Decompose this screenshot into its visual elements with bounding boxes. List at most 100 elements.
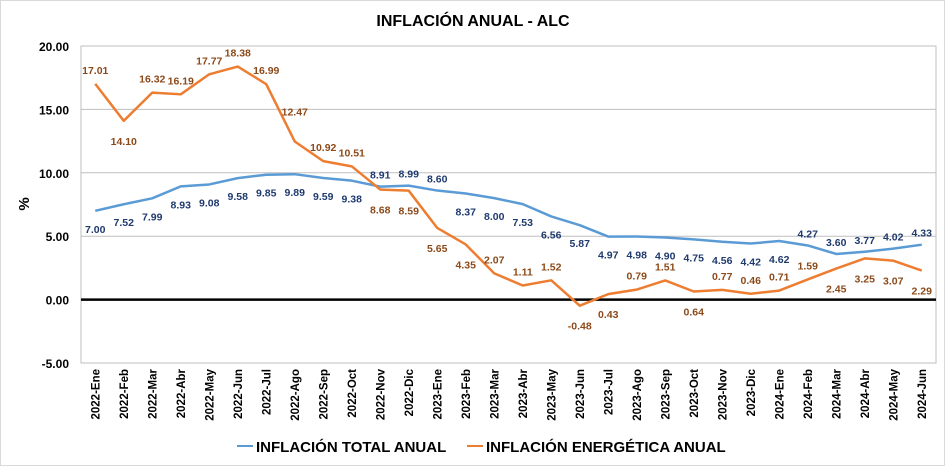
data-label: 4.35 — [456, 259, 477, 271]
data-label: 2.45 — [826, 284, 847, 296]
x-tick-label: 2023-Ago — [632, 369, 644, 421]
x-tick-label: 2023-Sep — [660, 369, 672, 420]
x-tick-label: 2022-Ene — [90, 369, 102, 420]
data-label: 3.60 — [826, 237, 847, 249]
data-label: 7.99 — [142, 211, 163, 223]
data-label: 18.38 — [225, 48, 251, 60]
data-label: 3.07 — [883, 276, 904, 288]
x-tick-label: 2022-Ago — [290, 369, 302, 421]
y-tick-labels: -5.00 0.00 5.00 10.00 15.00 20.00 — [39, 40, 69, 371]
data-label: 9.58 — [228, 191, 249, 203]
data-label: 4.56 — [712, 255, 733, 267]
data-label: 7.53 — [513, 217, 534, 229]
data-label: 0.43 — [598, 309, 619, 321]
data-labels: 7.00 7.52 7.99 8.93 9.08 9.58 9.85 9.89 9.59 9.38… — [82, 48, 932, 333]
data-label: 16.19 — [168, 75, 194, 87]
data-label: 3.25 — [855, 273, 876, 285]
data-label: 8.99 — [399, 169, 420, 181]
y-tick-label: 20.00 — [39, 40, 69, 54]
x-tick-label: 2023-Jun — [575, 369, 587, 419]
legend: INFLACIÓN TOTAL ANUAL INFLACIÓN ENERGÉTIC… — [237, 438, 726, 456]
data-label: 4.27 — [798, 228, 819, 240]
data-label: 9.59 — [313, 191, 334, 203]
x-tick-label: 2022-Jun — [233, 369, 245, 419]
data-label: 17.01 — [82, 65, 108, 77]
x-tick-label: 2024-Jun — [917, 369, 929, 419]
x-tick-label: 2022-Nov — [375, 368, 387, 420]
legend-item: INFLACIÓN ENERGÉTICA ANUAL — [467, 438, 726, 456]
data-label: 3.77 — [855, 235, 876, 247]
data-label: 17.77 — [196, 55, 222, 67]
data-label: 8.93 — [171, 199, 192, 211]
data-label: 8.37 — [456, 206, 477, 218]
x-tick-label: 2022-Feb — [119, 369, 131, 419]
y-tick-label: 15.00 — [39, 103, 69, 117]
data-label: -0.48 — [568, 321, 592, 333]
x-tick-label: 2022-Mar — [147, 368, 159, 418]
data-label: 10.51 — [339, 147, 365, 159]
data-label: 8.00 — [484, 211, 505, 223]
data-label: 5.87 — [570, 238, 591, 250]
data-label: 14.10 — [111, 136, 137, 148]
x-tick-label: 2023-Dic — [746, 368, 758, 416]
x-tick-label: 2024-Mar — [831, 368, 843, 418]
x-tick-label: 2024-Ene — [774, 369, 786, 420]
x-tick-labels: 2022-Ene 2022-Feb 2022-Mar 2022-Abr 2022-May… — [90, 368, 929, 420]
data-label: 7.00 — [85, 224, 106, 236]
x-tick-label: 2023-Oct — [689, 369, 701, 418]
y-tick-label: -5.00 — [42, 357, 70, 371]
data-label: 10.92 — [310, 142, 336, 154]
x-tick-label: 2023-Feb — [461, 369, 473, 419]
data-label: 9.85 — [256, 188, 277, 200]
data-label: 12.47 — [282, 106, 308, 118]
legend-label: INFLACIÓN TOTAL ANUAL — [256, 438, 446, 456]
x-tick-label: 2022-Sep — [318, 369, 330, 420]
data-label: 16.32 — [139, 74, 165, 86]
x-tick-label: 2023-May — [546, 368, 558, 420]
y-tick-label: 5.00 — [46, 230, 70, 244]
data-label: 4.02 — [883, 232, 904, 244]
data-label: 4.75 — [684, 252, 705, 264]
x-tick-label: 2022-Abr — [176, 368, 188, 418]
x-tick-label: 2023-Nov — [717, 368, 729, 420]
data-label: 6.56 — [541, 229, 562, 241]
data-label: 8.91 — [370, 170, 391, 182]
x-tick-label: 2023-Mar — [489, 368, 501, 418]
x-tick-label: 2022-May — [204, 368, 216, 420]
legend-item: INFLACIÓN TOTAL ANUAL — [237, 438, 446, 456]
data-label: 0.64 — [684, 306, 705, 318]
data-label: 16.99 — [253, 65, 279, 77]
data-label: 2.29 — [912, 286, 933, 298]
y-tick-label: 10.00 — [39, 167, 69, 181]
x-tick-label: 2024-Abr — [860, 368, 872, 418]
x-tick-label: 2022-Dic — [404, 368, 416, 416]
data-label: 4.42 — [741, 257, 762, 269]
data-label: 2.07 — [484, 254, 505, 266]
data-label: 9.38 — [342, 194, 363, 206]
data-label: 7.52 — [114, 217, 135, 229]
y-tick-label: 0.00 — [46, 294, 70, 308]
data-label: 4.33 — [912, 228, 933, 240]
data-label: 4.98 — [627, 249, 648, 261]
data-label: 9.89 — [285, 187, 306, 199]
data-label: 1.11 — [513, 267, 533, 279]
chart-title: INFLACIÓN ANUAL - ALC — [376, 11, 570, 30]
data-label: 0.77 — [712, 271, 733, 283]
data-label: 1.51 — [655, 261, 676, 273]
data-label: 8.59 — [399, 206, 420, 218]
data-label: 4.62 — [769, 254, 790, 266]
legend-label: INFLACIÓN ENERGÉTICA ANUAL — [486, 438, 726, 456]
data-label: 0.46 — [741, 275, 762, 287]
data-label: 9.08 — [199, 197, 220, 209]
data-label: 5.65 — [427, 243, 448, 255]
y-axis-label: % — [16, 197, 33, 210]
x-tick-label: 2023-Ene — [432, 369, 444, 420]
data-label: 1.52 — [541, 261, 562, 273]
data-label: 1.59 — [798, 260, 819, 272]
data-label: 0.71 — [769, 272, 790, 284]
data-label: 4.97 — [598, 250, 619, 262]
x-tick-label: 2023-Jul — [603, 369, 615, 415]
x-tick-label: 2023-Abr — [518, 368, 530, 418]
